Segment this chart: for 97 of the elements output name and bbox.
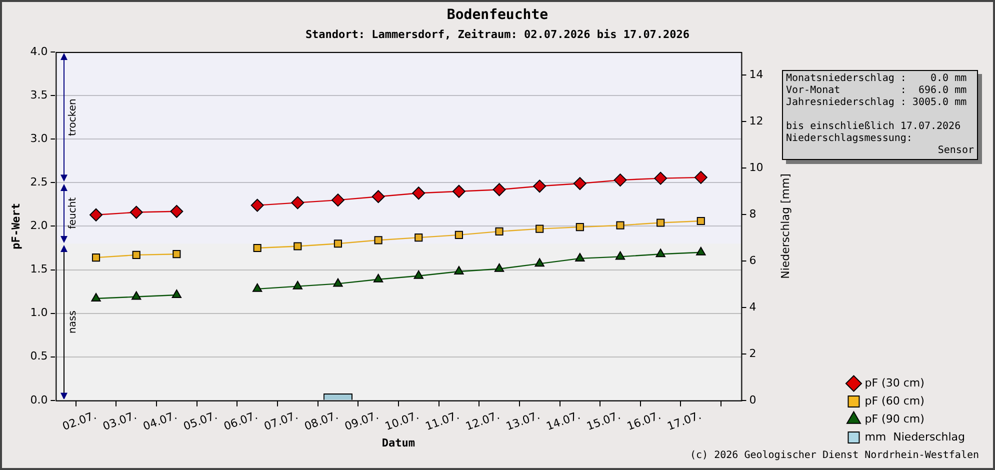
- y2-tick-label: 14: [749, 68, 764, 82]
- point: [132, 250, 140, 259]
- point: [331, 194, 344, 207]
- point: [412, 186, 426, 200]
- point: [172, 250, 181, 258]
- y2-tick-label: 10: [749, 161, 764, 174]
- point: [654, 172, 668, 185]
- text: Sensor: [936, 145, 974, 157]
- point: [694, 170, 708, 184]
- chart-title: Bodenfeuchte: [446, 7, 550, 23]
- point: [292, 280, 302, 290]
- point: [373, 274, 384, 282]
- point: [614, 174, 627, 187]
- y-tick-label: 3.5: [30, 88, 48, 102]
- y-axis-title: pF-Wert: [9, 203, 22, 250]
- band-label: nass: [67, 310, 78, 334]
- point: [333, 278, 343, 287]
- legend-label: mm Niederschlag: [864, 430, 966, 444]
- point: [132, 291, 142, 300]
- point: [696, 246, 706, 256]
- y-tick-label: 1.5: [30, 262, 48, 276]
- point: [372, 190, 385, 204]
- point: [130, 206, 143, 219]
- text: Monatsniederschlag : 0.0 mm: [786, 73, 968, 85]
- y2-tick-label: 4: [749, 300, 756, 314]
- y2-tick-label: 8: [749, 207, 756, 220]
- x-tick-label: 16.07.: [625, 408, 663, 434]
- x-tick-label: 15.07.: [584, 408, 622, 434]
- y-tick-label: 2.0: [30, 219, 48, 232]
- x-tick-label: 10.07.: [383, 408, 421, 434]
- point: [291, 196, 304, 210]
- x-tick-label: 13.07.: [504, 408, 542, 434]
- x-tick-label: 12.07.: [464, 408, 502, 434]
- text: Vor-Monat : 696.0 mm: [786, 85, 968, 97]
- y-tick-label: 3.0: [30, 132, 48, 145]
- text: Niederschlagsmessung:: [786, 133, 914, 145]
- y-tick-label: 1.0: [30, 306, 48, 320]
- point: [250, 198, 264, 212]
- point: [533, 180, 546, 193]
- x-tick-label: 06.07.: [222, 408, 260, 434]
- point: [253, 244, 262, 252]
- x-tick-label: 14.07.: [544, 408, 582, 434]
- legend-label: pF (30 cm): [864, 376, 924, 390]
- point: [656, 248, 666, 258]
- band-label: trocken: [67, 98, 78, 136]
- legend-label: pF (60 cm): [864, 394, 924, 408]
- point: [616, 221, 624, 230]
- legend-label: pF (90 cm): [864, 412, 924, 426]
- x-tick-label: 17.07.: [666, 408, 703, 434]
- x-tick-label: 07.07.: [262, 408, 300, 434]
- x-tick-label: 05.07.: [182, 408, 219, 434]
- x-tick-label: 04.07.: [141, 408, 179, 434]
- x-tick-label: 09.07.: [343, 408, 380, 434]
- point: [294, 242, 302, 250]
- text: Jahresniederschlag : 3005.0 mm: [786, 97, 968, 109]
- point: [414, 234, 423, 242]
- point: [170, 204, 184, 218]
- y2-tick-label: 12: [749, 114, 764, 128]
- x-axis-title: Datum: [382, 436, 416, 450]
- band-label: feucht: [67, 197, 78, 230]
- point: [575, 252, 585, 262]
- point: [494, 263, 504, 272]
- y-tick-label: 4.0: [30, 44, 48, 58]
- y-tick-label: 2.5: [30, 176, 48, 189]
- point: [492, 183, 506, 196]
- point: [374, 236, 382, 244]
- point: [656, 218, 665, 227]
- point: [573, 177, 586, 190]
- point: [91, 293, 101, 302]
- text: bis einschließlich 17.07.2026: [786, 121, 962, 133]
- point: [454, 230, 463, 239]
- y2-axis-title: Niederschlag [mm]: [779, 174, 792, 279]
- y2-tick-label: 6: [749, 254, 756, 267]
- point: [615, 251, 626, 260]
- point: [452, 184, 466, 198]
- point: [495, 227, 504, 236]
- point: [334, 240, 342, 248]
- point: [90, 208, 103, 222]
- y-tick-label: 0.0: [30, 393, 48, 406]
- text: (c) 2026 Geologischer Dienst Nordrhein-Westfalen: [690, 450, 979, 461]
- point: [536, 224, 544, 233]
- point: [534, 258, 544, 267]
- x-tick-label: 03.07.: [101, 408, 138, 434]
- point: [92, 254, 100, 262]
- y2-tick-label: 2: [749, 346, 756, 360]
- y2-tick-label: 0: [749, 393, 756, 406]
- chart-subtitle: Standort: Lammersdorf, Zeitraum: 02.07.2026 bis 17.07.2026: [304, 28, 691, 41]
- point: [172, 290, 182, 298]
- y-tick-label: 0.5: [30, 350, 48, 363]
- point: [576, 223, 584, 232]
- x-tick-label: 11.07.: [424, 408, 461, 434]
- point: [696, 216, 705, 226]
- x-tick-label: 02.07.: [60, 408, 98, 434]
- point: [414, 270, 424, 279]
- x-tick-label: 08.07.: [302, 408, 340, 434]
- point: [252, 283, 262, 292]
- point: [454, 266, 464, 275]
